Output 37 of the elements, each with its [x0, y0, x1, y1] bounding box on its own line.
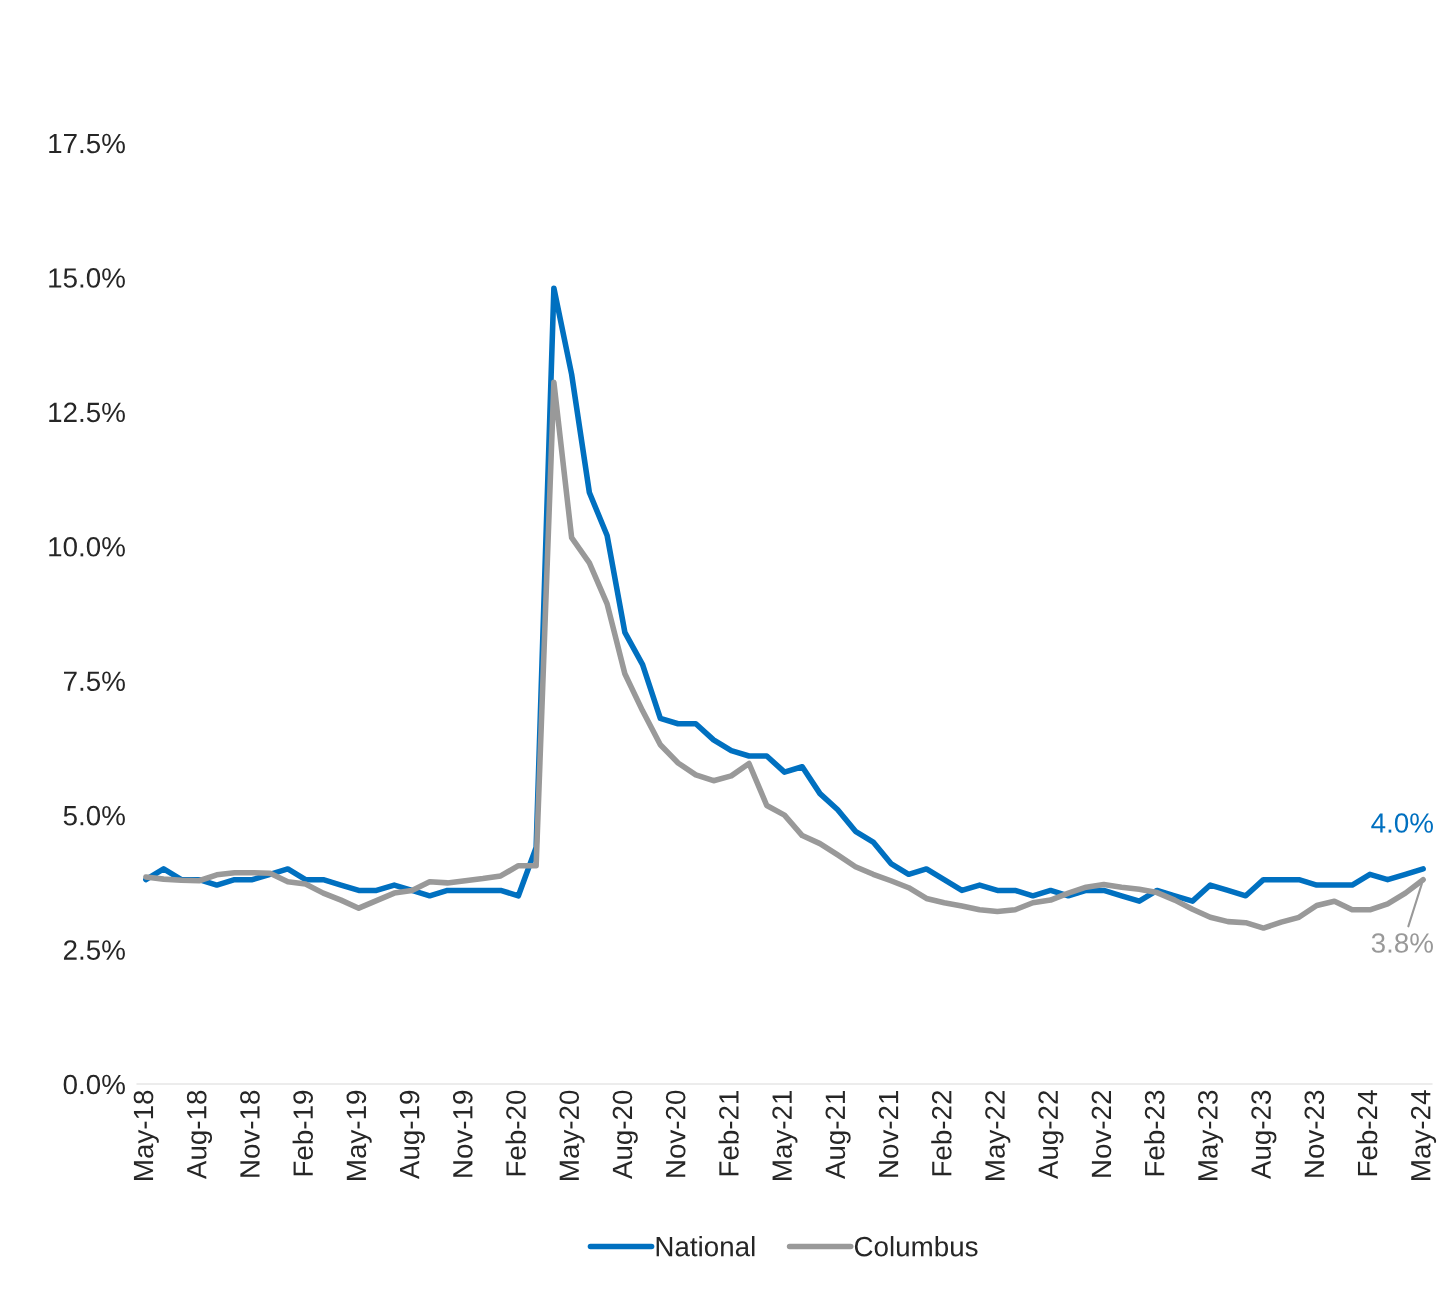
x-tick-label: Nov-18 [240, 1090, 260, 1177]
x-tick-label: Feb-20 [505, 1090, 526, 1176]
x-tick-label: Feb-21 [718, 1090, 739, 1176]
x-tick-label: May-23 [1198, 1090, 1224, 1180]
x-tick-label: Feb-23 [1144, 1090, 1165, 1176]
legend-label: National [656, 1236, 755, 1257]
x-tick-label: Nov-20 [665, 1090, 686, 1177]
x-tick-label: May-22 [985, 1090, 1011, 1180]
x-tick-label: Aug-22 [1038, 1090, 1064, 1180]
x-tick-label: Feb-22 [931, 1090, 952, 1176]
x-tick-label: Nov-21 [878, 1090, 899, 1177]
y-tick-label: 5.0% [63, 805, 125, 826]
y-tick-label: 12.5% [49, 402, 125, 423]
legend-label: Columbus [854, 1236, 978, 1257]
y-tick-label: 0.0% [63, 1074, 125, 1095]
x-tick-label: Feb-24 [1356, 1090, 1378, 1176]
x-tick-label: Aug-20 [612, 1090, 638, 1180]
x-tick-label: May-24 [1410, 1090, 1437, 1180]
x-tick-label: Aug-23 [1251, 1090, 1277, 1180]
x-tick-label: Nov-19 [452, 1090, 473, 1177]
x-tick-label: Aug-18 [186, 1090, 213, 1180]
y-tick-label: 10.0% [49, 536, 125, 557]
x-tick-label: Nov-23 [1304, 1090, 1325, 1177]
x-tick-label: Nov-22 [1091, 1090, 1112, 1177]
y-tick-label: 15.0% [49, 268, 125, 288]
y-tick-label: 2.5% [63, 940, 125, 960]
y-tick-label: 7.5% [64, 671, 125, 692]
x-tick-label: May-21 [772, 1090, 798, 1180]
x-tick-label: Aug-19 [399, 1090, 425, 1180]
annotation: 4.0% [1371, 813, 1433, 833]
annotation: 3.8% [1371, 933, 1433, 953]
x-tick-label: May-19 [346, 1090, 372, 1180]
x-tick-label: Feb-19 [292, 1090, 313, 1176]
x-tick-label: Aug-21 [825, 1090, 851, 1180]
x-tick-label: May-18 [133, 1090, 159, 1180]
y-tick-label: 17.5% [49, 133, 125, 154]
x-tick-label: May-20 [559, 1090, 585, 1180]
